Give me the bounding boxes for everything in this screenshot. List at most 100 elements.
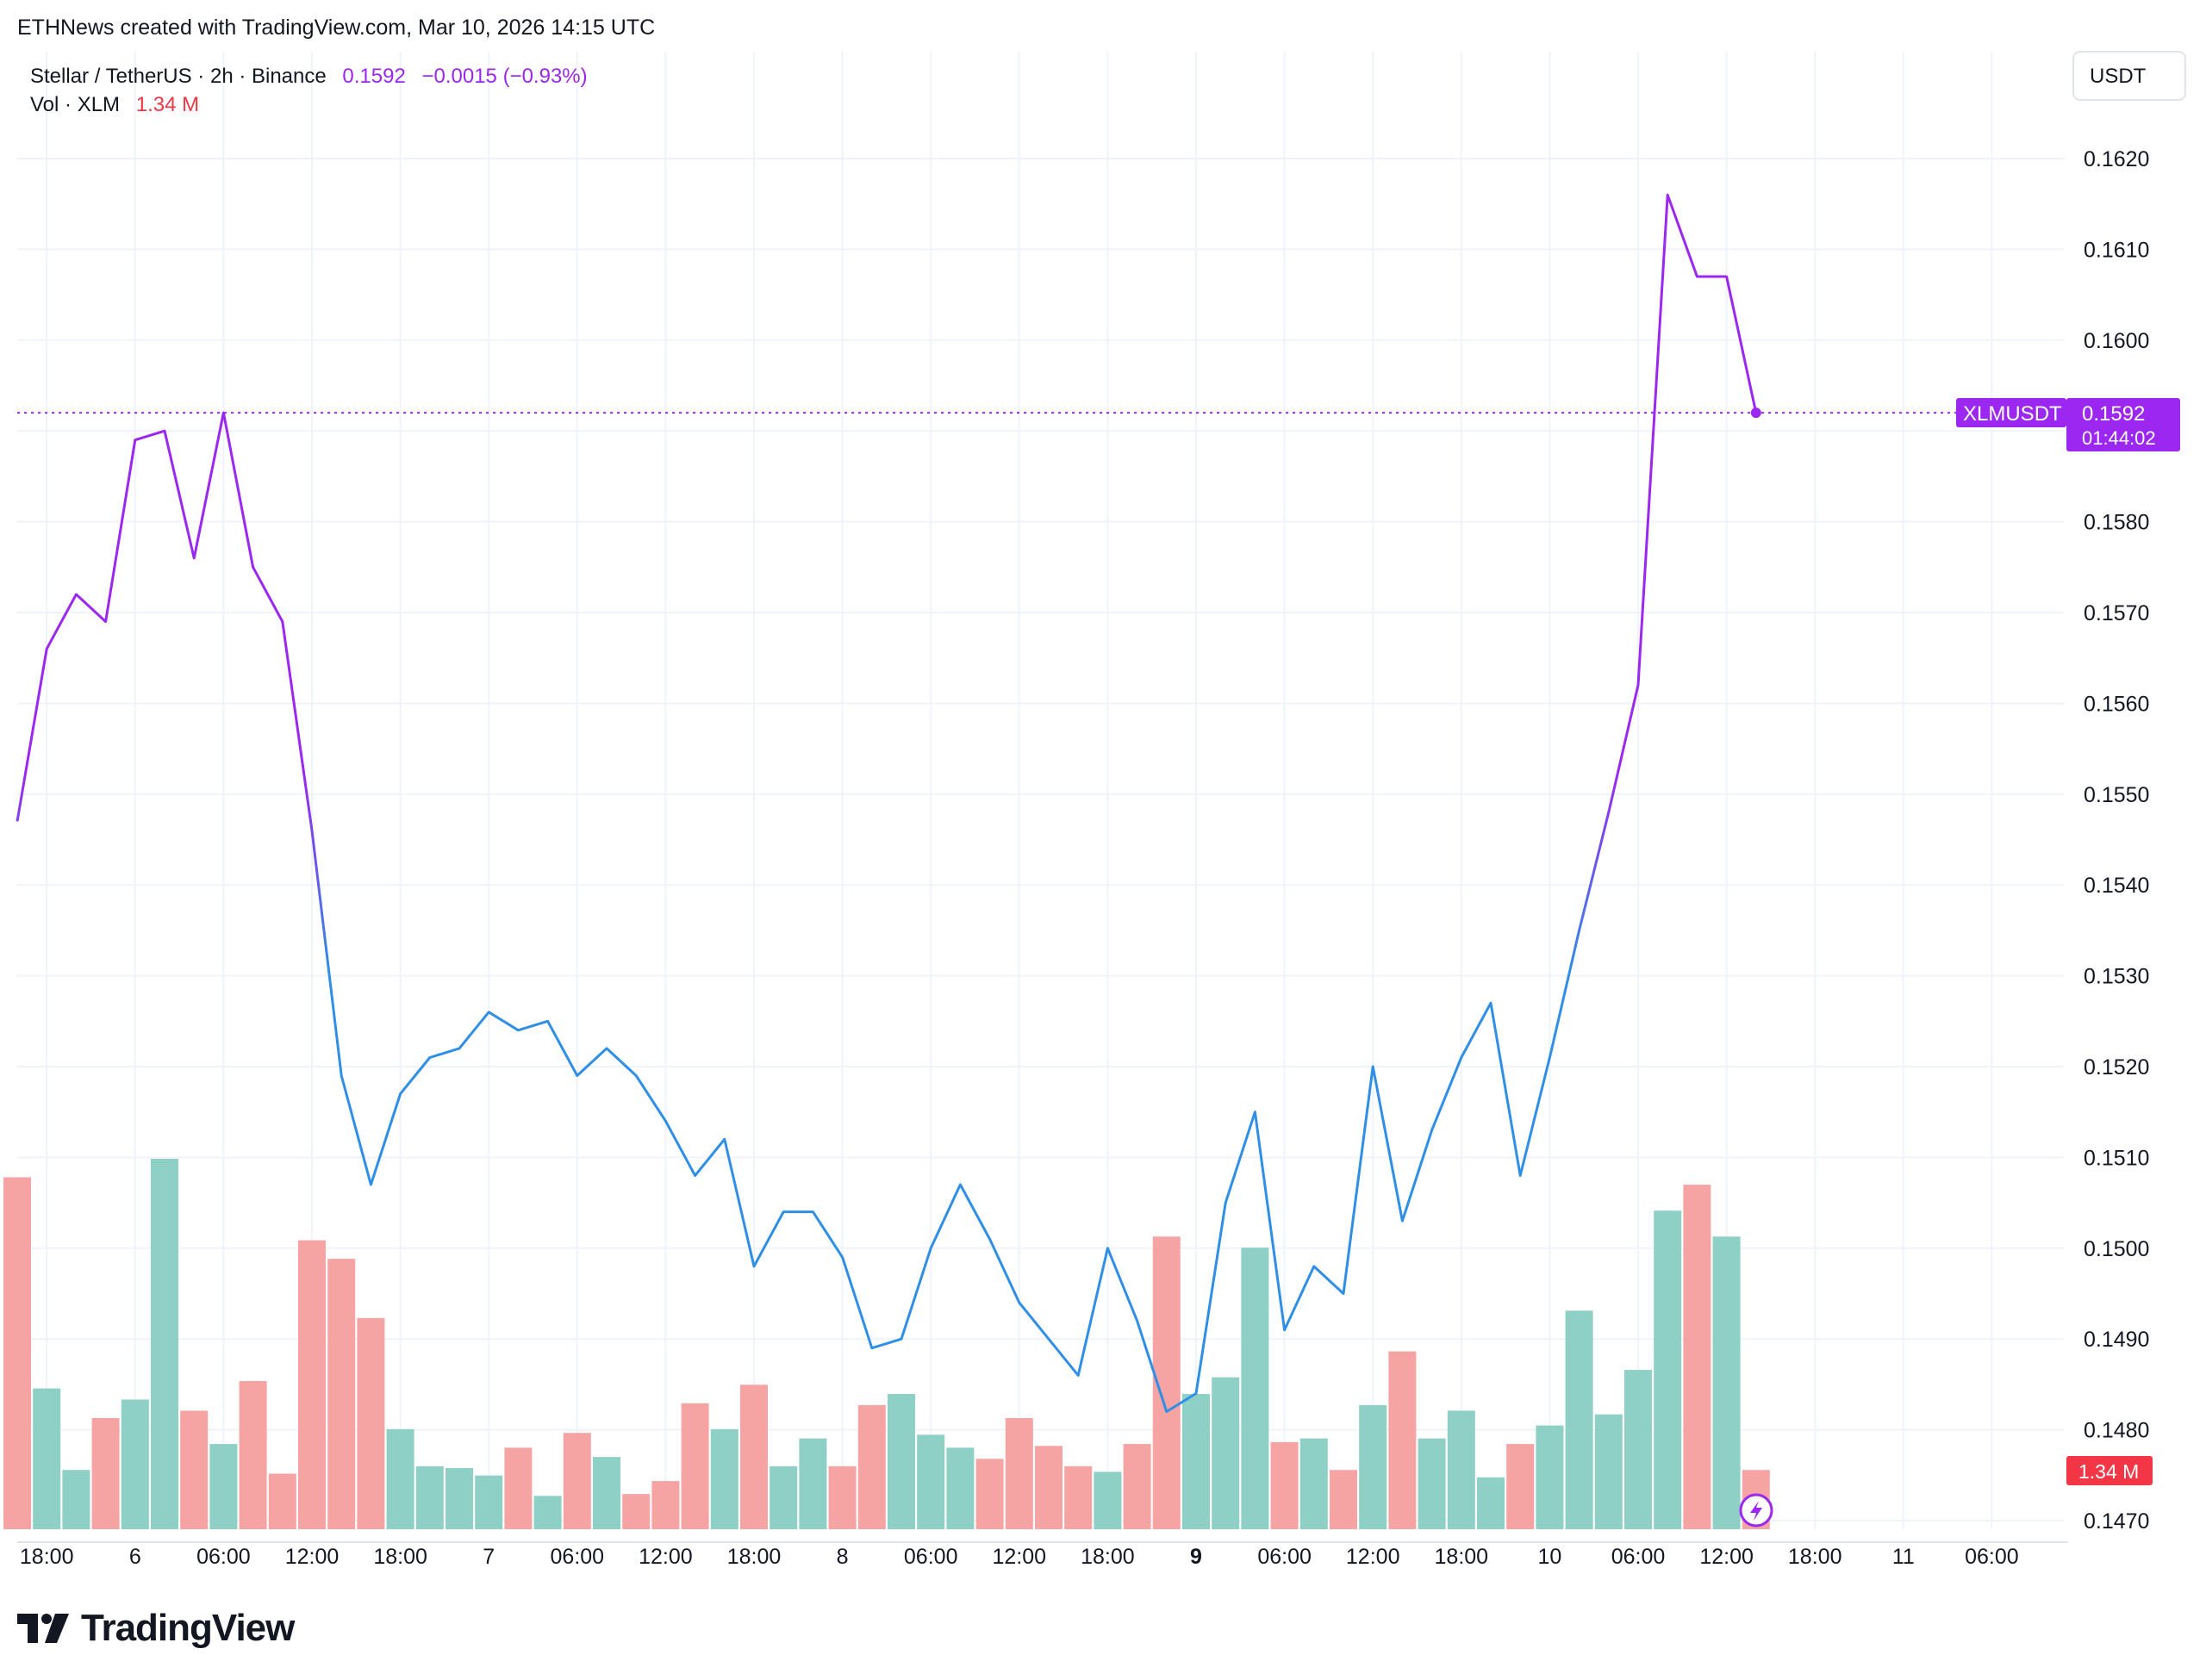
tradingview-logo-icon [17,1614,69,1643]
volume-bar [239,1381,267,1529]
volume-bar [62,1470,90,1529]
volume-bars [3,1159,1770,1529]
volume-bar [1299,1438,1328,1529]
volume-bar [298,1240,326,1529]
time-tick-label: 11 [1892,1545,1915,1569]
time-tick-label: 18:00 [20,1545,74,1569]
legend-price: 0.1592 [342,65,405,88]
volume-bar [1624,1370,1652,1529]
volume-bar [33,1388,61,1529]
volume-bar [1330,1470,1357,1529]
time-tick-label: 12:00 [993,1545,1047,1569]
price-tick-label: 0.1500 [2084,1237,2149,1261]
volume-bar [799,1438,827,1529]
volume-bar [1683,1185,1711,1529]
volume-bar [386,1428,414,1529]
volume-bar [209,1444,238,1529]
time-tick-label: 18:00 [727,1545,782,1569]
volume-bar [1418,1438,1446,1529]
time-tick-label: 06:00 [1611,1545,1666,1569]
time-tick-label: 12:00 [1346,1545,1400,1569]
volume-bar [946,1447,975,1529]
volume-bar [1123,1444,1151,1529]
time-tick-label: 10 [1537,1545,1561,1569]
volume-bar [446,1468,473,1529]
volume-bar [1241,1248,1269,1529]
volume-bar [1064,1465,1093,1529]
time-tick-label: 06:00 [196,1545,251,1569]
volume-bar [1270,1441,1299,1529]
volume-bar [857,1404,886,1529]
lightning-badge[interactable] [1739,1493,1773,1528]
legend-volume-value: 1.34 M [136,93,199,116]
volume-bar [1447,1410,1475,1529]
time-tick-label: 7 [483,1545,495,1569]
volume-bar [563,1433,591,1529]
time-tick-label: 18:00 [1788,1545,1842,1569]
time-tick-label: 6 [129,1545,141,1569]
price-tick-label: 0.1550 [2084,783,2149,807]
price-tick-label: 0.1600 [2084,329,2149,353]
volume-bar [770,1465,798,1529]
price-tick-label: 0.1510 [2084,1146,2149,1170]
volume-bar [151,1159,178,1529]
time-tick-label: 12:00 [1699,1545,1754,1569]
volume-tag: 1.34 M [2066,1456,2153,1485]
volume-bar [3,1177,31,1529]
price-tick-label: 0.1520 [2084,1055,2149,1080]
volume-bar [1359,1404,1387,1529]
price-tick-label: 0.1470 [2084,1509,2149,1534]
time-tick-label: 12:00 [285,1545,340,1569]
volume-tag-value: 1.34 M [2078,1460,2139,1483]
volume-bar [357,1317,385,1529]
legend-volume-label: Vol · XLM [30,93,120,116]
time-tick-label: 06:00 [1257,1545,1312,1569]
last-price-dot [1750,408,1761,419]
price-line [16,193,1758,1413]
attribution-text: ETHNews created with TradingView.com, Ma… [17,16,656,40]
legend-symbol: Stellar / TetherUS · 2h · Binance [30,65,327,88]
time-tick-label: 9 [1190,1545,1202,1569]
svg-text:Stellar / TetherUS · 2h · Bina: Stellar / TetherUS · 2h · Binance 0.1592… [30,65,588,88]
volume-bar [327,1259,356,1529]
time-tick-label: 18:00 [1081,1545,1135,1569]
svg-text:Vol · XLM 1.34 M: Vol · XLM 1.34 M [30,93,199,116]
time-tick-label: 06:00 [1965,1545,2019,1569]
volume-bar [888,1394,915,1529]
price-axis-labels: 0.16200.16100.16000.15900.15800.15700.15… [2084,147,2149,1534]
price-tag-symbol: XLMUSDT [1963,402,2062,426]
volume-bar [415,1465,444,1529]
volume-bar [1477,1477,1505,1529]
volume-bar [622,1494,651,1529]
volume-bar [504,1447,533,1529]
time-tick-label: 18:00 [1435,1545,1489,1569]
volume-bar [180,1410,209,1529]
volume-bar [1565,1310,1593,1529]
volume-bar [1035,1446,1062,1529]
volume-bar [475,1475,503,1529]
time-tick-label: 06:00 [551,1545,605,1569]
price-tick-label: 0.1530 [2084,965,2149,989]
volume-bar [1212,1377,1240,1529]
volume-bar [917,1434,945,1529]
time-axis-labels: 18:00 6 06:00 12:00 18:00 7 06:00 12:00 18:00 8 06… [20,1545,2019,1569]
price-tick-label: 0.1560 [2084,692,2149,716]
volume-bar [533,1496,562,1529]
price-tick-label: 0.1540 [2084,874,2149,898]
time-tick-label: 8 [837,1545,849,1569]
volume-bar [1388,1351,1417,1529]
time-tick-label: 12:00 [639,1545,693,1569]
price-tag-countdown: 01:44:02 [2082,427,2156,449]
volume-bar [1594,1414,1623,1529]
volume-bar [121,1399,149,1529]
time-tick-label: 18:00 [373,1545,427,1569]
volume-bar [1712,1236,1741,1529]
volume-bar [1506,1444,1535,1529]
currency-button[interactable]: USDT [2072,51,2186,101]
currency-button-label: USDT [2090,65,2147,88]
price-tag: XLMUSDT 0.1592 01:44:02 [1956,398,2180,451]
tradingview-logo[interactable]: TradingView [17,1607,295,1650]
volume-bar [1005,1418,1033,1529]
price-line-series [16,193,1758,1413]
